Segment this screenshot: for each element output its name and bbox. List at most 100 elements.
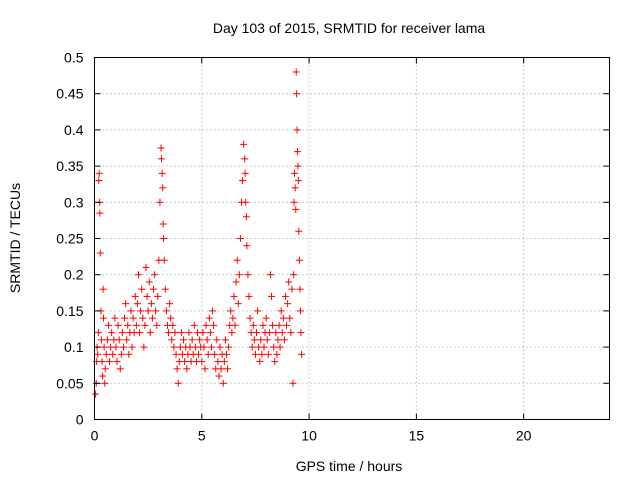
data-point (160, 256, 168, 264)
data-point (256, 358, 264, 366)
data-point (95, 169, 103, 177)
data-point (298, 350, 306, 358)
data-point (147, 300, 155, 308)
data-point (204, 350, 212, 358)
data-point (188, 336, 196, 344)
data-point (272, 329, 280, 337)
data-point (157, 155, 165, 163)
data-point (293, 126, 301, 134)
data-point (289, 379, 297, 387)
data-point (144, 307, 152, 315)
data-point (293, 148, 301, 156)
y-tick-label: 0 (76, 412, 84, 428)
data-point (283, 321, 291, 329)
data-point (139, 314, 147, 322)
data-point (287, 329, 295, 337)
data-point (290, 169, 298, 177)
data-point (106, 358, 114, 366)
data-point (288, 285, 296, 293)
y-tick-label: 0.45 (56, 86, 83, 102)
data-point (172, 350, 180, 358)
data-point (109, 350, 117, 358)
data-point (220, 358, 228, 366)
data-point (231, 321, 239, 329)
data-point (92, 390, 100, 398)
data-point (292, 206, 300, 214)
data-point (115, 336, 123, 344)
y-tick-label: 0.5 (64, 50, 84, 66)
data-point (183, 365, 191, 373)
data-point (229, 314, 237, 322)
data-point (244, 271, 252, 279)
data-point (134, 271, 142, 279)
x-tick-label: 15 (409, 428, 425, 444)
data-point (142, 263, 150, 271)
data-point (127, 307, 135, 315)
data-point (131, 292, 139, 300)
data-point (203, 336, 211, 344)
y-axis-title: SRMTID / TECUs (7, 183, 23, 293)
data-point (104, 321, 112, 329)
y-tick-label: 0.25 (56, 231, 83, 247)
plot-frame (94, 57, 610, 420)
data-point (230, 292, 238, 300)
data-point (95, 177, 103, 185)
data-point (111, 314, 119, 322)
data-point (199, 329, 207, 337)
data-point (215, 372, 223, 380)
data-point (196, 336, 204, 344)
data-point (275, 321, 283, 329)
data-point (159, 220, 167, 228)
data-point (280, 336, 288, 344)
data-point (113, 358, 121, 366)
y-tick-label: 0.15 (56, 303, 83, 319)
data-point (137, 307, 145, 315)
data-point (233, 256, 241, 264)
data-point (170, 343, 178, 351)
data-point (100, 343, 108, 351)
data-point (94, 350, 102, 358)
y-tick-label: 0.2 (64, 267, 84, 283)
data-point (293, 90, 301, 98)
data-point (124, 321, 132, 329)
data-point (158, 169, 166, 177)
data-point (168, 336, 176, 344)
data-point (205, 314, 213, 322)
data-point (118, 329, 126, 337)
data-point (96, 209, 104, 217)
grid-lines (94, 57, 610, 420)
data-point (295, 227, 303, 235)
data-point (108, 329, 116, 337)
data-point (132, 321, 140, 329)
y-tick-label: 0.05 (56, 375, 83, 391)
data-point (153, 321, 161, 329)
data-point (279, 314, 287, 322)
data-point (260, 343, 268, 351)
data-point (207, 343, 215, 351)
data-point (146, 329, 154, 337)
data-point (103, 336, 111, 344)
data-point (241, 155, 249, 163)
data-point (148, 314, 156, 322)
data-point (221, 336, 229, 344)
data-point (195, 350, 203, 358)
y-tick-label: 0.35 (56, 158, 83, 174)
data-point (200, 343, 208, 351)
data-point (249, 321, 257, 329)
data-point (236, 235, 244, 242)
data-point (129, 314, 137, 322)
data-point (141, 321, 149, 329)
data-point (219, 379, 227, 387)
data-point (242, 213, 250, 221)
data-point (234, 300, 242, 308)
data-point (286, 314, 294, 322)
x-tick-label: 5 (198, 428, 206, 444)
data-point (123, 336, 131, 344)
data-point (240, 140, 248, 148)
data-point (174, 379, 182, 387)
data-point (159, 184, 167, 192)
data-point (235, 271, 243, 279)
data-point (225, 343, 233, 351)
data-point (222, 350, 230, 358)
data-point (160, 235, 168, 242)
